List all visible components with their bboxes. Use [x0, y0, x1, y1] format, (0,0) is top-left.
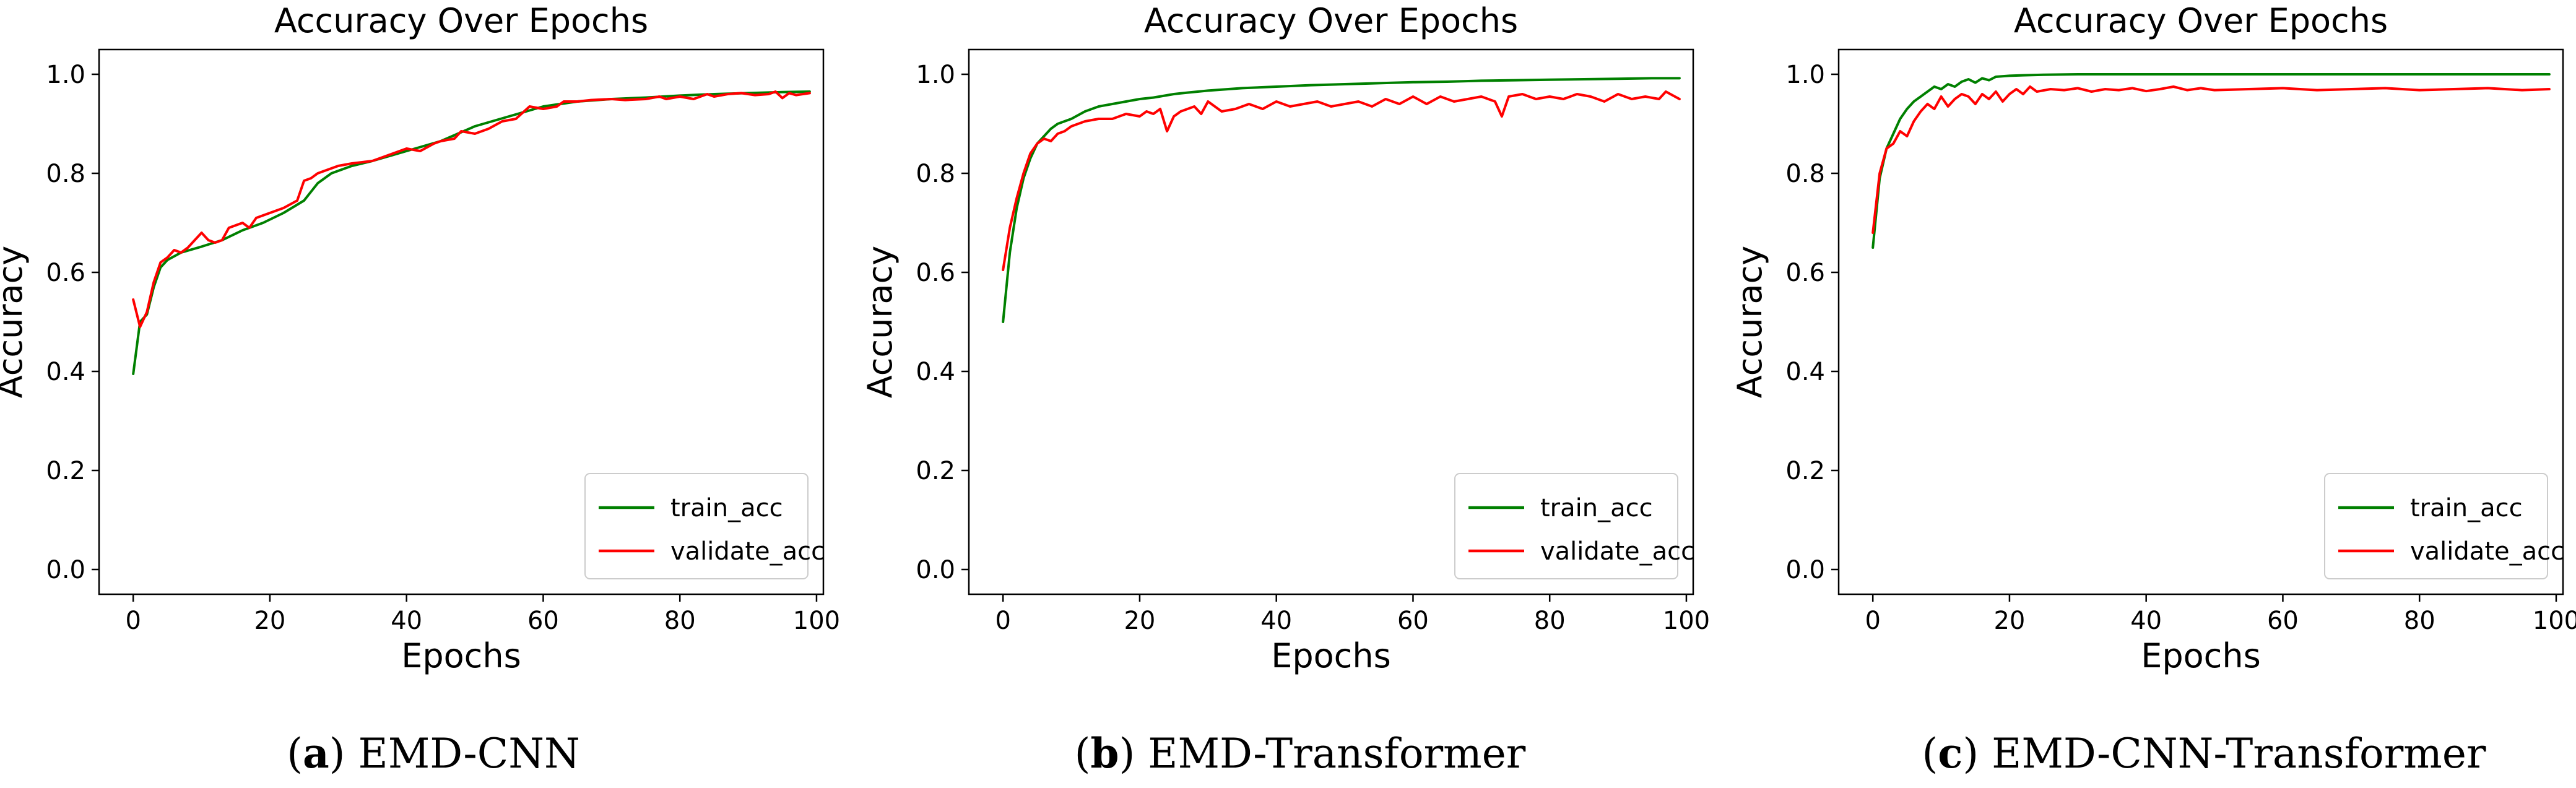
series-line-validate-acc [132, 90, 811, 328]
caption-text: EMD-CNN [345, 730, 580, 777]
x-axis-label: Epochs [2141, 636, 2260, 675]
x-tick-label: 20 [1993, 607, 2025, 635]
x-axis-label: Epochs [401, 636, 521, 675]
legend-box [2324, 473, 2548, 579]
legend-label-train-acc: train_acc [2410, 494, 2523, 522]
caption-letter: c [1938, 729, 1962, 777]
caption-text: EMD-CNN-Transformer [1979, 730, 2486, 777]
x-tick-label: 0 [125, 607, 141, 635]
y-tick-label: 0.0 [1785, 556, 1825, 584]
chart-title: Accuracy Over Epochs [274, 1, 648, 40]
y-tick-label: 0.6 [1785, 259, 1825, 287]
x-tick-label: 100 [2533, 607, 2576, 635]
series-line-validate-acc [1871, 85, 2551, 234]
caption-letter: a [303, 729, 329, 777]
legend-box [584, 473, 809, 579]
y-tick-label: 0.0 [46, 556, 85, 584]
caption-open-paren: ( [1075, 730, 1091, 777]
subfigure-caption: (c) EMD-CNN-Transformer [1922, 729, 2486, 777]
x-tick-label: 60 [1397, 607, 1429, 635]
x-tick-label: 0 [1865, 607, 1880, 635]
y-tick-label: 0.2 [46, 457, 85, 485]
caption-open-paren: ( [1922, 730, 1938, 777]
x-tick-label: 0 [995, 607, 1010, 635]
y-tick-label: 0.6 [46, 259, 85, 287]
y-tick-label: 1.0 [916, 61, 955, 89]
legend-label-validate-acc: validate_acc [670, 537, 825, 566]
x-tick-label: 40 [391, 607, 422, 635]
x-tick-label: 80 [2404, 607, 2435, 635]
legend-label-validate-acc: validate_acc [1540, 537, 1694, 566]
subfigure-caption: (a) EMD-CNN [287, 729, 579, 777]
series-line-validate-acc [1002, 90, 1681, 271]
legend-label-validate-acc: validate_acc [2410, 537, 2564, 566]
chart-panel-2: Accuracy Over Epochs 0.0 0.2 0.4 0.6 0.8 1.0 0 2… [861, 1, 1710, 777]
caption-close-paren: ) [329, 730, 345, 777]
y-axis-label: Accuracy [861, 246, 900, 399]
chart-panel-3: Accuracy Over Epochs 0.0 0.2 0.4 0.6 0.8 1.0 0 2… [1730, 1, 2576, 777]
chart-title: Accuracy Over Epochs [2014, 1, 2388, 40]
x-tick-label: 100 [1663, 607, 1710, 635]
chart-panel-1: Accuracy Over Epochs 0.0 0.2 0.4 0.6 0.8 1.0 0 2… [0, 1, 840, 777]
x-tick-label: 40 [1260, 607, 1292, 635]
x-tick-label: 40 [2130, 607, 2162, 635]
y-tick-label: 0.8 [46, 160, 85, 188]
plot-frame [968, 48, 1694, 595]
y-tick-label: 0.4 [916, 358, 955, 386]
series-line-train-acc [1002, 77, 1681, 323]
x-tick-label: 60 [527, 607, 559, 635]
y-tick-label: 0.8 [1785, 160, 1825, 188]
legend-box [1454, 473, 1678, 579]
y-tick-label: 0.6 [916, 259, 955, 287]
caption-text: EMD-Transformer [1135, 730, 1525, 777]
caption-letter: b [1090, 729, 1119, 777]
series-line-train-acc [1871, 73, 2551, 249]
plot-frame [1837, 48, 2564, 595]
y-tick-label: 0.2 [916, 457, 955, 485]
chart-title: Accuracy Over Epochs [1144, 1, 1518, 40]
caption-close-paren: ) [1119, 730, 1135, 777]
y-tick-label: 0.2 [1785, 457, 1825, 485]
x-tick-label: 80 [664, 607, 696, 635]
plot-frame [98, 48, 825, 595]
y-tick-label: 0.4 [46, 358, 85, 386]
x-tick-label: 20 [254, 607, 285, 635]
x-tick-label: 20 [1124, 607, 1155, 635]
y-tick-label: 0.8 [916, 160, 955, 188]
caption-open-paren: ( [287, 730, 303, 777]
x-tick-label: 60 [2267, 607, 2299, 635]
y-tick-label: 0.4 [1785, 358, 1825, 386]
y-axis-label: Accuracy [0, 246, 30, 399]
y-tick-label: 1.0 [46, 61, 85, 89]
legend-label-train-acc: train_acc [670, 494, 783, 522]
x-tick-label: 80 [1534, 607, 1566, 635]
y-tick-label: 0.0 [916, 556, 955, 584]
legend-label-train-acc: train_acc [1540, 494, 1653, 522]
x-axis-label: Epochs [1271, 636, 1390, 675]
y-tick-label: 1.0 [1785, 61, 1825, 89]
subfigure-caption: (b) EMD-Transformer [1075, 729, 1526, 777]
y-axis-label: Accuracy [1730, 246, 1769, 399]
caption-close-paren: ) [1962, 730, 1979, 777]
x-tick-label: 100 [793, 607, 840, 635]
